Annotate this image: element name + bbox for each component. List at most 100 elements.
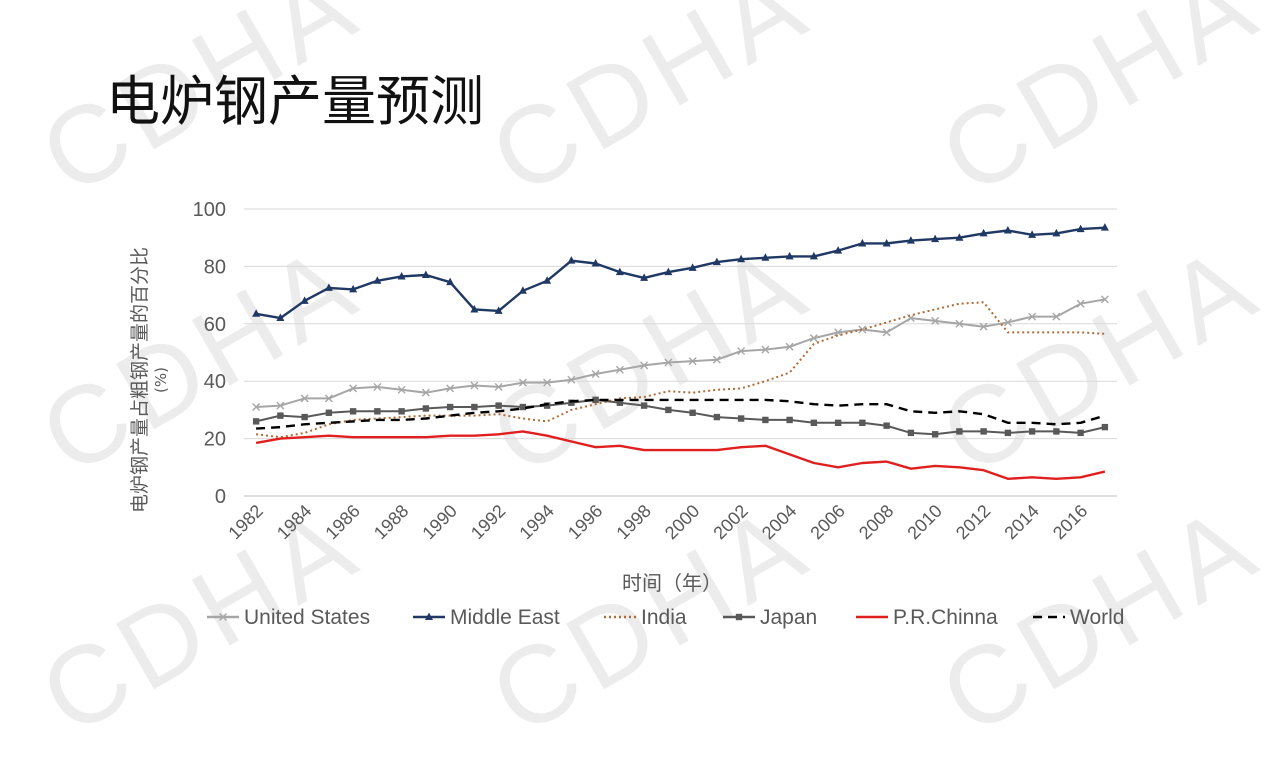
data-point [931,316,940,325]
data-point [640,361,649,370]
data-point [883,422,890,429]
series-line [255,430,1106,480]
data-point [1028,230,1037,238]
legend-label: World [1070,606,1124,629]
data-point [858,325,867,334]
data-point [519,403,527,411]
data-point [1028,428,1036,435]
y-tick-label: 60 [204,314,226,336]
y-axis-title-group: 电炉钢产量占粗钢产量的百分比 (%) [129,247,170,513]
data-point [568,399,575,406]
x-tick-label: 1986 [321,501,363,543]
data-point [567,256,576,264]
legend-label: United States [244,606,370,629]
data-point [979,322,988,331]
data-point [761,253,770,261]
data-point [494,306,503,314]
series-united-states [252,295,1109,412]
data-point [907,429,915,437]
x-tick-label: 1994 [515,501,557,543]
x-tick-label: 2012 [952,501,994,543]
data-point [735,613,743,621]
x-axis-ticks: 1982 1984 1986 1988 1990 1992 1994 1996 1998 2000… [224,501,1091,543]
data-point [834,328,843,337]
data-point [421,270,430,279]
y-axis-unit: (%) [152,367,170,393]
data-point [834,419,842,427]
data-point [1028,312,1037,321]
data-point [809,334,818,343]
x-tick-label: 1992 [467,501,509,543]
data-point [300,394,309,403]
data-point [737,415,745,422]
data-point [1100,295,1109,304]
y-axis-ticks: 0 20 40 60 80 100 [193,199,226,508]
data-point [591,370,600,379]
x-tick-label: 2004 [758,501,800,543]
series-line [256,298,1106,408]
data-point [689,409,696,416]
data-point [425,612,433,620]
data-point [785,251,794,260]
series-india [255,301,1105,439]
data-point [810,419,818,427]
y-tick-label: 100 [193,199,226,221]
data-point [931,431,939,438]
legend: United States Middle East India Japan P.R.Ch… [207,606,1124,629]
data-point [688,263,697,271]
x-tick-label: 1996 [564,501,606,543]
legend-item: India [604,606,687,629]
data-point [664,358,673,367]
data-point [615,365,624,374]
data-point [882,238,891,247]
data-point [1052,228,1061,237]
data-point [1076,299,1085,308]
gridlines [244,208,1117,497]
data-point [421,388,430,397]
data-point [931,234,940,243]
legend-item: P.R.Chinna [856,606,998,629]
legend-label: Middle East [450,606,560,629]
data-point [301,413,308,421]
legend-label: P.R.Chinna [893,606,998,629]
data-point [640,273,649,281]
series-group [252,223,1109,480]
data-point [906,236,915,244]
data-point [592,396,599,404]
series-line [255,398,1106,436]
data-point [446,277,455,286]
data-point [664,267,673,276]
x-tick-label: 2014 [1000,501,1042,543]
data-point [785,342,794,351]
data-point [737,347,746,356]
data-point [276,401,285,410]
data-point [616,399,624,406]
series-line [256,398,1106,430]
x-axis-title: 时间（年） [622,571,722,595]
data-point [858,238,867,247]
data-point [712,355,721,364]
data-point [737,254,746,263]
series-japan [252,396,1109,438]
data-point [859,419,866,427]
series-line [255,226,1105,320]
data-point [349,408,357,415]
x-tick-label: 2000 [661,501,703,543]
data-point [543,378,552,387]
legend-label: India [641,606,687,629]
y-tick-label: 40 [204,371,226,393]
data-point [470,381,479,390]
x-tick-label: 2008 [855,501,897,543]
data-point [567,375,576,384]
data-point [397,271,406,280]
data-point [834,246,843,254]
data-point [349,384,358,393]
data-point [786,416,793,424]
x-tick-label: 1998 [612,501,654,543]
data-point [761,345,770,354]
data-point [300,296,309,304]
data-point [373,382,382,391]
data-point [349,284,358,293]
data-point [955,233,964,241]
data-point [252,403,261,412]
